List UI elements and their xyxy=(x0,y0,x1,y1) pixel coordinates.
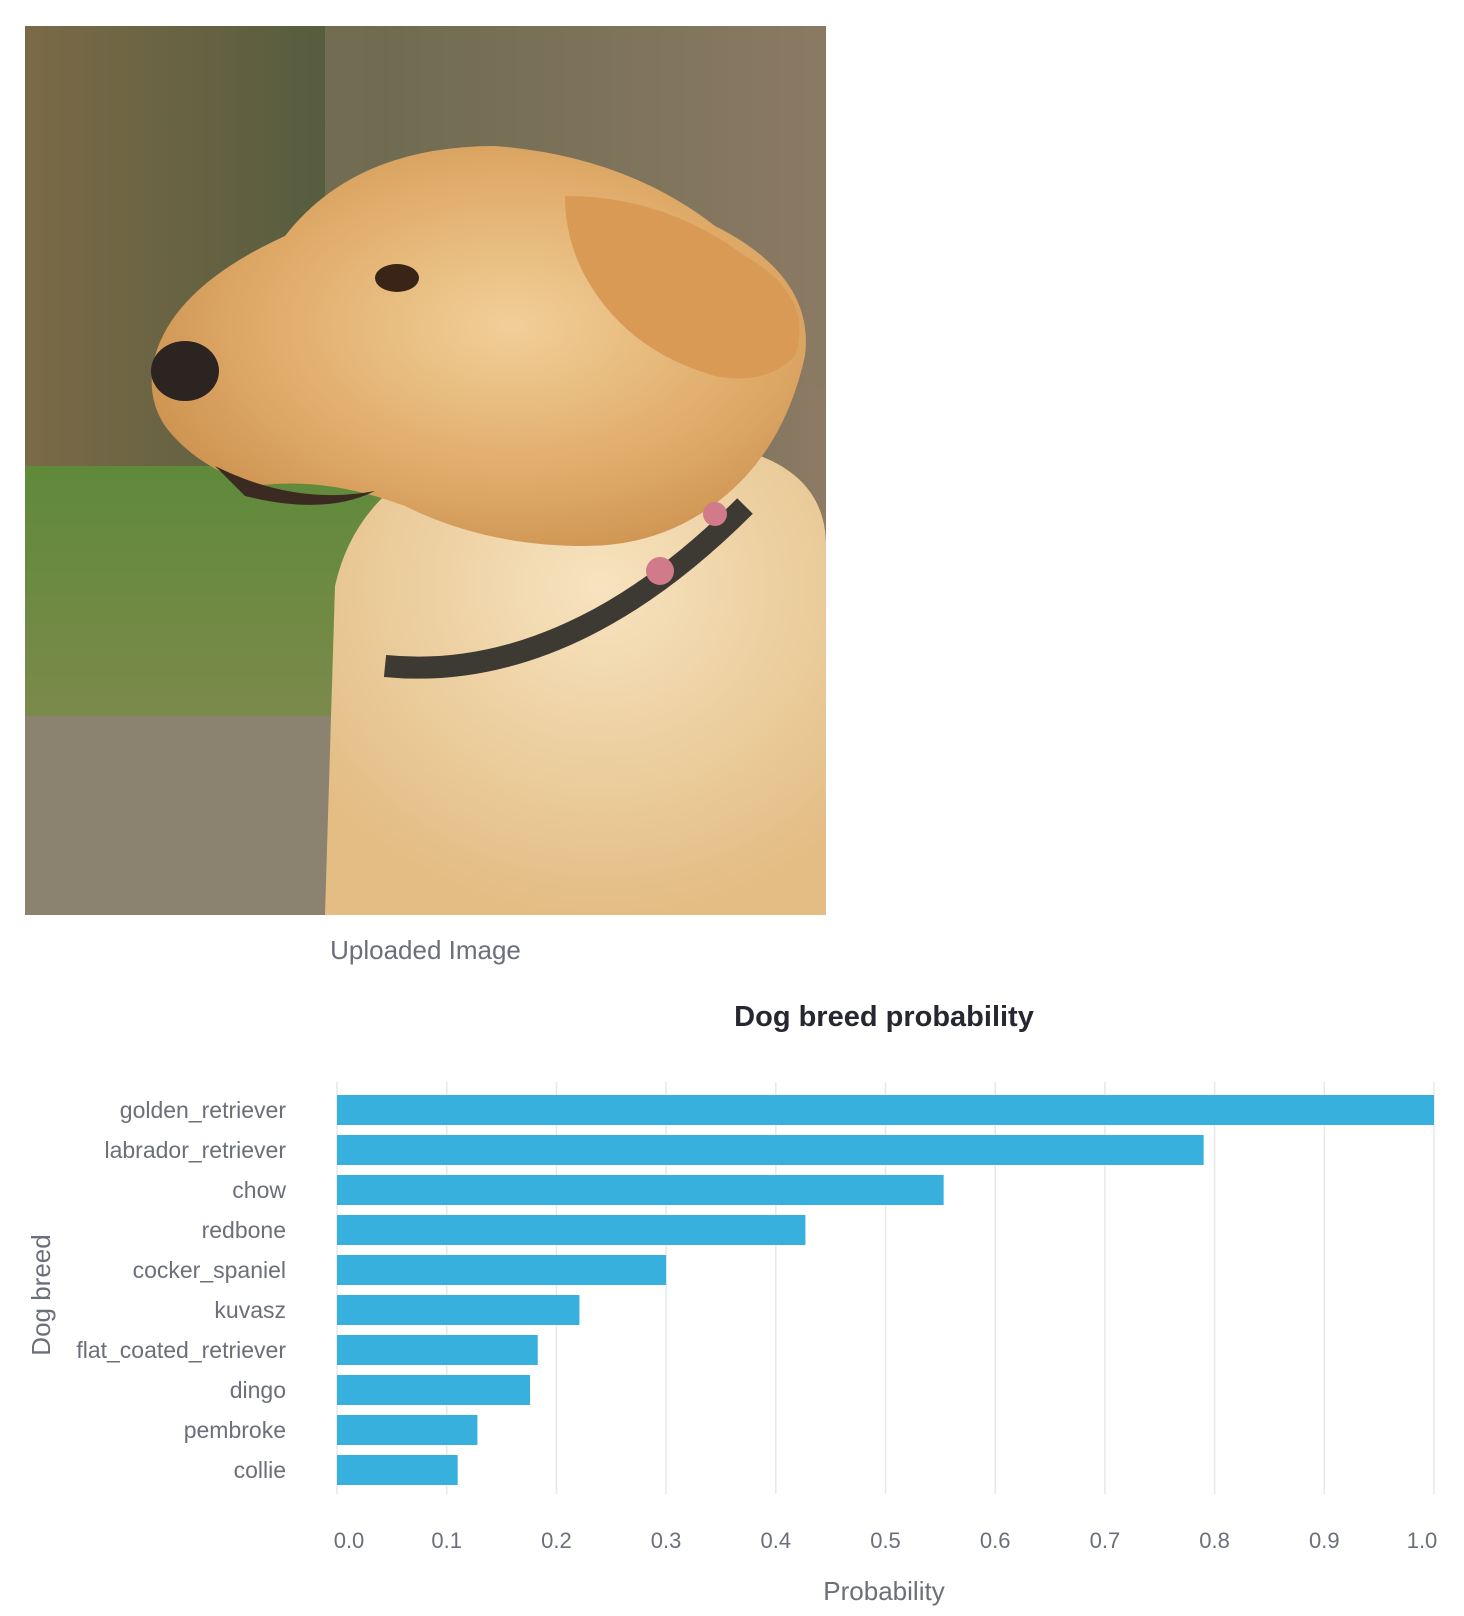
category-label: golden_retriever xyxy=(120,1097,287,1123)
category-label: dingo xyxy=(230,1377,286,1403)
bar-golden-retriever[interactable] xyxy=(337,1095,1434,1125)
category-label: redbone xyxy=(202,1217,286,1243)
category-label: kuvasz xyxy=(214,1297,286,1323)
bar-cocker-spaniel[interactable] xyxy=(337,1255,667,1285)
x-tick-label: 0.3 xyxy=(651,1528,682,1553)
x-tick-label: 0.8 xyxy=(1199,1528,1230,1553)
x-tick-label: 1.0 xyxy=(1407,1528,1438,1553)
x-tick-label: 0.7 xyxy=(1090,1528,1121,1553)
x-tick-label: 0.5 xyxy=(870,1528,901,1553)
category-label: cocker_spaniel xyxy=(133,1257,286,1283)
x-tick-label: 0.2 xyxy=(541,1528,572,1553)
dog-photo xyxy=(25,26,826,915)
x-tick-label: 0.4 xyxy=(761,1528,792,1553)
category-label: flat_coated_retriever xyxy=(76,1337,286,1363)
x-axis-label: Probability xyxy=(823,1576,944,1606)
chart-svg: Dog breed probability golden_retrieverla… xyxy=(26,1001,1438,1606)
bar-dingo[interactable] xyxy=(337,1375,531,1405)
category-label: pembroke xyxy=(184,1417,286,1443)
x-tick-label: 0.0 xyxy=(334,1528,365,1553)
bar-redbone[interactable] xyxy=(337,1215,806,1245)
x-tick-label: 0.6 xyxy=(980,1528,1011,1553)
bar-labrador-retriever[interactable] xyxy=(337,1135,1204,1165)
bars xyxy=(337,1095,1434,1485)
bar-kuvasz[interactable] xyxy=(337,1295,580,1325)
category-label: collie xyxy=(234,1457,286,1483)
category-label: labrador_retriever xyxy=(104,1137,286,1163)
uploaded-image xyxy=(25,26,826,915)
bar-pembroke[interactable] xyxy=(337,1415,478,1445)
x-tick-label: 0.1 xyxy=(431,1528,462,1553)
image-caption: Uploaded Image xyxy=(330,935,521,965)
y-axis-label: Dog breed xyxy=(26,1234,56,1355)
bar-chow[interactable] xyxy=(337,1175,944,1205)
chart-title: Dog breed probability xyxy=(734,1001,1034,1033)
bar-flat-coated-retriever[interactable] xyxy=(337,1335,538,1365)
bar-collie[interactable] xyxy=(337,1455,458,1485)
x-tick-labels: 0.0 0.1 0.2 0.3 0.4 0.5 0.6 0.7 0.8 0.9 1.0 xyxy=(334,1528,1438,1553)
x-tick-label: 0.9 xyxy=(1309,1528,1340,1553)
category-label: chow xyxy=(232,1177,286,1203)
